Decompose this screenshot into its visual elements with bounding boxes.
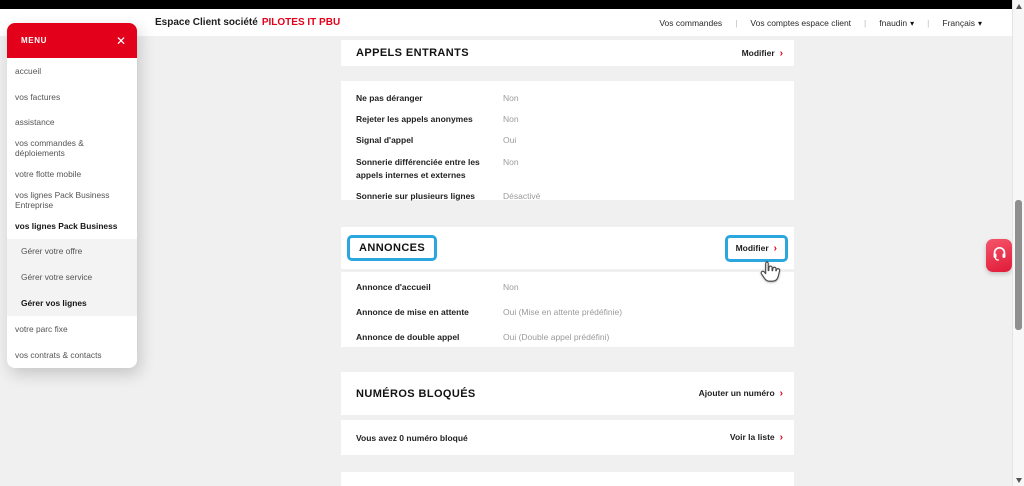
- chevron-down-icon: ▾: [910, 18, 915, 28]
- chevron-right-icon: ›: [779, 388, 783, 399]
- nav-vos-commandes[interactable]: Vos commandes: [659, 17, 723, 28]
- section-title-highlighted: ANNONCES: [347, 235, 438, 261]
- main-content: APPELS ENTRANTS Modifier › Ne pas dérange…: [341, 0, 794, 486]
- top-header-bar: Espace Client société PILOTES IT PBU Vos…: [0, 9, 1012, 36]
- language-menu[interactable]: Français ▾: [942, 17, 982, 28]
- support-chat-button[interactable]: [986, 239, 1012, 272]
- chevron-right-icon: ›: [773, 242, 777, 254]
- sidebar-item-contrats-contacts[interactable]: vos contrats & contacts: [15, 349, 102, 360]
- setting-row: Ne pas déranger Non: [356, 93, 519, 103]
- nav-divider: |: [735, 17, 738, 28]
- section-appels-entrants-body: Ne pas déranger Non Rejeter les appels a…: [341, 81, 794, 201]
- page-title: Espace Client société PILOTES IT PBU: [155, 9, 340, 36]
- setting-row: Annonce de mise en attente Oui (Mise en …: [356, 307, 623, 318]
- sidebar-menu: MENU ✕ accueil vos factures assistance v…: [7, 23, 137, 368]
- sidebar-item-pack-business[interactable]: vos lignes Pack Business: [15, 220, 118, 231]
- chevron-right-icon: ›: [779, 432, 783, 443]
- sidebar-item-accueil[interactable]: accueil: [15, 65, 42, 76]
- chevron-down-icon: ▾: [977, 18, 982, 28]
- top-navigation: Vos commandes | Vos comptes espace clien…: [659, 9, 982, 36]
- menu-submenu: Gérer votre offre Gérer votre service Gé…: [7, 238, 137, 316]
- vertical-scrollbar[interactable]: [1012, 0, 1024, 486]
- triangle-up-icon: [1016, 3, 1022, 9]
- menu-items: accueil vos factures assistance vos comm…: [7, 58, 137, 368]
- sidebar-item-parc-fixe[interactable]: votre parc fixe: [15, 323, 68, 334]
- company-name: PILOTES IT PBU: [261, 17, 341, 28]
- setting-row: Sonnerie différenciée entre les appels i…: [356, 156, 519, 180]
- section-appels-entrants-header: APPELS ENTRANTS Modifier ›: [341, 40, 794, 66]
- ajouter-numero-button[interactable]: Ajouter un numéro ›: [698, 388, 783, 399]
- scroll-down-button[interactable]: [1013, 474, 1024, 486]
- brand-text: Espace Client société: [155, 17, 258, 28]
- modifier-annonces-button[interactable]: Modifier ›: [724, 234, 788, 262]
- close-icon[interactable]: ✕: [115, 33, 126, 48]
- sidebar-item-gerer-offre[interactable]: Gérer votre offre: [21, 246, 83, 257]
- setting-row: Rejeter les appels anonymes Non: [356, 114, 519, 125]
- headset-icon: [991, 245, 1008, 267]
- sidebar-item-flotte-mobile[interactable]: votre flotte mobile: [15, 169, 82, 180]
- next-section-partial: [341, 472, 794, 486]
- nav-vos-comptes[interactable]: Vos comptes espace client: [750, 17, 852, 28]
- top-black-strip: [0, 0, 1012, 9]
- sidebar-item-gerer-service[interactable]: Gérer votre service: [21, 272, 93, 283]
- section-annonces-header: ANNONCES Modifier ›: [341, 227, 794, 269]
- blocked-numbers-row: Vous avez 0 numéro bloqué Voir la liste ›: [356, 432, 783, 443]
- sidebar-item-gerer-lignes[interactable]: Gérer vos lignes: [21, 298, 87, 309]
- sidebar-item-pack-business-entreprise[interactable]: vos lignes Pack Business Entreprise: [15, 189, 110, 210]
- chevron-right-icon: ›: [779, 47, 783, 59]
- section-annonces-body: Annonce d'accueil Non Annonce de mise en…: [341, 272, 794, 347]
- setting-row: Sonnerie sur plusieurs lignes Désactivé: [356, 190, 541, 201]
- modifier-appels-entrants-button[interactable]: Modifier ›: [741, 47, 783, 59]
- nav-divider: |: [864, 17, 867, 28]
- menu-header: MENU ✕: [7, 23, 137, 58]
- triangle-down-icon: [1016, 477, 1022, 483]
- section-numeros-bloques-header: NUMÉROS BLOQUÉS Ajouter un numéro ›: [341, 372, 794, 415]
- menu-title: MENU: [21, 36, 47, 45]
- sidebar-item-assistance[interactable]: assistance: [15, 117, 55, 128]
- section-title: NUMÉROS BLOQUÉS: [356, 387, 476, 400]
- section-title: APPELS ENTRANTS: [356, 47, 469, 59]
- section-numeros-bloques-body: Vous avez 0 numéro bloqué Voir la liste ›: [341, 420, 794, 455]
- setting-row: Annonce d'accueil Non: [356, 282, 519, 292]
- voir-la-liste-button[interactable]: Voir la liste ›: [729, 432, 783, 443]
- scroll-up-button[interactable]: [1013, 0, 1024, 12]
- scrollbar-thumb[interactable]: [1015, 200, 1022, 330]
- nav-divider: |: [927, 17, 930, 28]
- sidebar-item-commandes-deploiements[interactable]: vos commandes & déploiements: [15, 138, 84, 159]
- user-menu[interactable]: fnaudin ▾: [879, 17, 915, 28]
- setting-row: Annonce de double appel Oui (Double appe…: [356, 332, 610, 343]
- setting-row: Signal d'appel Oui: [356, 135, 517, 146]
- sidebar-item-vos-factures[interactable]: vos factures: [15, 91, 61, 102]
